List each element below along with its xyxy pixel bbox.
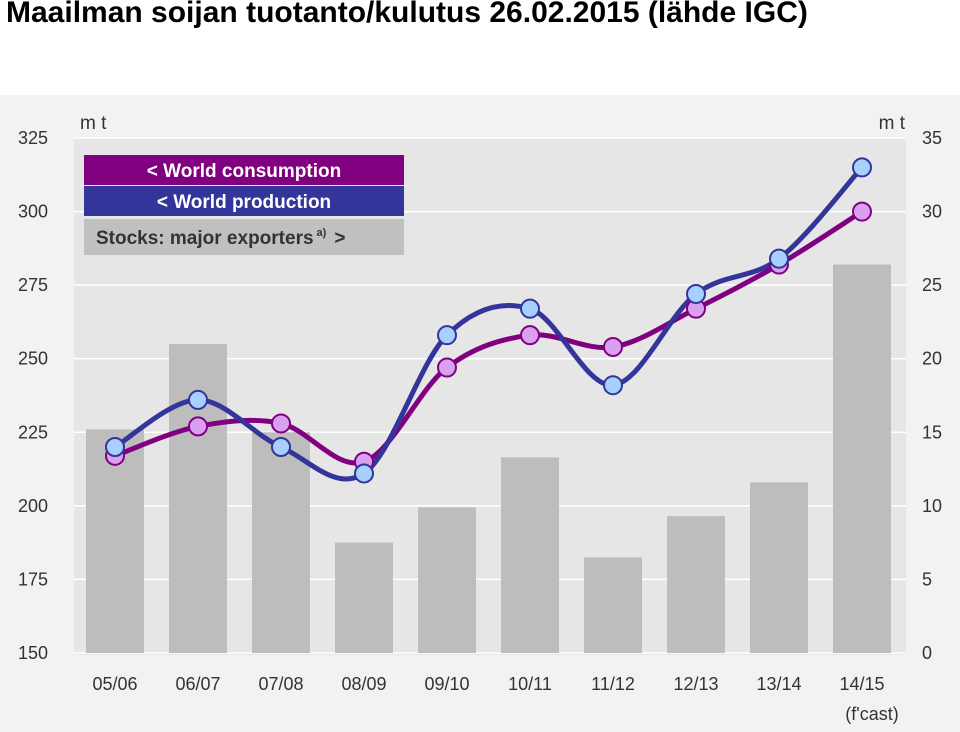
right-axis-unit: m t: [879, 113, 906, 134]
legend-stocks-label: Stocks: major exporters a) >: [96, 227, 345, 249]
x-tick-label: 08/09: [341, 674, 386, 694]
consumption-point: [188, 416, 208, 437]
stocks-bar: [501, 457, 559, 653]
consumption-point: [603, 336, 623, 357]
left-tick-label: 300: [18, 202, 48, 222]
right-tick-label: 0: [922, 643, 932, 663]
production-point: [188, 389, 208, 410]
left-tick-label: 175: [18, 569, 48, 589]
consumption-point: [852, 201, 872, 222]
production-point: [271, 437, 291, 457]
production-point: [686, 283, 706, 304]
production-line: [112, 164, 865, 482]
legend-stocks-arrow: >: [334, 228, 345, 249]
production-point: [354, 463, 374, 484]
x-tick-label: 09/10: [424, 674, 469, 694]
production-point: [437, 325, 457, 346]
right-tick-label: 25: [922, 275, 942, 295]
left-tick-label: 325: [18, 128, 48, 148]
legend-production-label: < World production: [157, 192, 331, 213]
left-tick-label: 225: [18, 422, 48, 442]
stocks-bar: [584, 557, 642, 653]
x-tick-label: 13/14: [756, 674, 801, 694]
right-tick-label: 30: [922, 202, 942, 222]
right-tick-label: 35: [922, 128, 942, 148]
left-axis-ticks: 150 175 200 225 250 275 300 325: [18, 128, 48, 663]
legend-consumption-label: < World consumption: [147, 161, 341, 182]
series-markers: [105, 157, 872, 484]
x-tick-label: 14/15: [839, 674, 884, 694]
production-point: [603, 375, 623, 396]
page-title: Maailman soijan tuotanto/kulutus 26.02.2…: [6, 0, 808, 29]
x-tick-label: 10/11: [508, 674, 552, 694]
production-point: [520, 298, 540, 319]
legend: < World consumption < World production S…: [84, 155, 404, 255]
x-tick-label: 06/07: [175, 674, 220, 694]
legend-consumption-swatch: [84, 155, 404, 185]
stocks-bar: [86, 429, 144, 653]
x-tick-label: 05/06: [92, 674, 137, 694]
stocks-bar: [418, 507, 476, 653]
stocks-bar: [667, 516, 725, 653]
right-tick-label: 15: [922, 422, 942, 442]
legend-production-swatch: [84, 186, 404, 216]
consumption-point: [271, 413, 291, 434]
x-axis-ticks: 05/06 06/07 07/08 08/09 09/10 10/11 11/12 12/13…: [92, 674, 884, 694]
production-point: [852, 157, 872, 178]
stocks-bar: [335, 542, 393, 653]
left-tick-label: 200: [18, 496, 48, 516]
production-point: [105, 437, 125, 457]
x-tick-label: 11/12: [591, 674, 635, 694]
series-lines: [112, 164, 865, 482]
consumption-point: [437, 357, 457, 378]
production-point: [769, 248, 789, 269]
chart-panel: 150 175 200 225 250 275 300 325 0 5 10 15 20 25 30 35 …: [0, 95, 960, 732]
right-tick-label: 20: [922, 349, 942, 369]
right-axis-ticks: 0 5 10 15 20 25 30 35: [922, 128, 942, 663]
right-tick-label: 5: [922, 569, 932, 589]
consumption-point: [520, 325, 540, 346]
left-axis-unit: m t: [80, 113, 107, 134]
right-tick-label: 10: [922, 496, 942, 516]
x-axis-note: (f'cast): [845, 704, 898, 724]
stocks-bar: [252, 432, 310, 653]
legend-stocks-name: Stocks: major exporters: [96, 228, 314, 249]
x-tick-label: 12/13: [673, 674, 718, 694]
left-tick-label: 275: [18, 275, 48, 295]
stocks-bars: [86, 264, 891, 653]
left-tick-label: 150: [18, 643, 48, 663]
stocks-bar: [750, 482, 808, 653]
left-tick-label: 250: [18, 349, 48, 369]
legend-stocks-suffix: a): [317, 227, 327, 239]
legend-stocks-swatch: [84, 219, 404, 255]
stocks-bar: [833, 264, 891, 653]
x-tick-label: 07/08: [258, 674, 303, 694]
